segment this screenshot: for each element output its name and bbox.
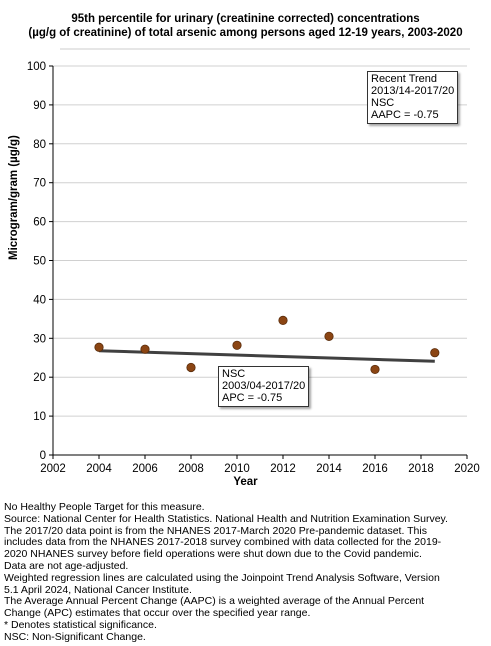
trend-line — [98, 349, 435, 363]
x-tick-label: 2016 — [362, 463, 388, 475]
annotation-line: NSC — [371, 97, 395, 109]
data-point — [232, 340, 242, 350]
footnotes: No Healthy People Target for this measur… — [4, 501, 488, 644]
overall-trend-annotation: NSC 2003/04-2017/20 APC = -0.75 — [218, 366, 310, 407]
y-tick-label: 100 — [27, 61, 46, 73]
recent-trend-annotation: Recent Trend 2013/14-2017/20 NSC AAPC = … — [367, 71, 459, 124]
y-tick-label: 10 — [33, 411, 46, 423]
chart-title: 95th percentile for urinary (creatinine … — [0, 12, 491, 40]
x-tick-label: 2014 — [316, 463, 342, 475]
footnote: * Denotes statistical significance. — [4, 618, 157, 631]
footnote: The 2017/20 data point is from the NHANE… — [4, 524, 427, 537]
footnote: NSC: Non-Significant Change. — [4, 630, 146, 643]
x-tick-label: 2010 — [224, 463, 250, 475]
y-tick-label: 50 — [33, 256, 46, 268]
footnote: includes data from the NHANES 2017-2018 … — [4, 536, 442, 549]
footnote: Source: National Center for Health Stati… — [4, 512, 448, 525]
chart-canvas: 0 10 20 30 40 50 60 70 80 90 100 2002 2004 2006 2008 20… — [27, 48, 480, 475]
footnote: Change (APC) estimates that occur over t… — [4, 607, 311, 620]
annotation-line: NSC — [222, 368, 246, 380]
data-point — [186, 362, 196, 373]
y-tick-label: 40 — [33, 294, 46, 306]
data-point — [94, 342, 104, 352]
y-tick-label: 30 — [33, 333, 46, 345]
footnote: Data are not age-adjusted. — [4, 559, 129, 572]
footnote: The Average Annual Percent Change (AAPC)… — [4, 595, 425, 608]
chart-title-line: 95th percentile for urinary (creatinine … — [71, 13, 420, 25]
x-tick-label: 2012 — [270, 463, 296, 475]
data-point — [140, 344, 150, 354]
data-point — [278, 315, 288, 326]
chart-title-line: (µg/g of creatinine) of total arsenic am… — [28, 27, 463, 39]
annotation-line: 2013/14-2017/20 — [371, 85, 455, 97]
y-axis-label: Microgram/gram (µg/g) — [8, 135, 20, 260]
y-tick-label: 90 — [33, 100, 46, 112]
y-tick-label: 20 — [33, 372, 46, 384]
x-tick-label: 2020 — [454, 463, 480, 475]
annotation-line: 2003/04-2017/20 — [222, 380, 306, 392]
footnote: Weighted regression lines are calculated… — [4, 571, 440, 584]
footnote: 2020 NHANES survey before field operatio… — [4, 548, 422, 561]
x-tick-label: 2002 — [40, 463, 66, 475]
footnote: No Healthy People Target for this measur… — [4, 501, 205, 513]
y-tick-label: 70 — [33, 178, 46, 190]
data-point — [430, 348, 440, 358]
annotation-line: APC = -0.75 — [222, 392, 283, 404]
y-tick-label: 80 — [33, 139, 46, 151]
x-tick-label: 2008 — [178, 463, 204, 475]
y-tick-label: 60 — [33, 217, 46, 229]
data-point — [370, 364, 380, 375]
x-tick-label: 2018 — [408, 463, 434, 475]
x-tick-label: 2004 — [86, 463, 112, 475]
footnote: 5.1 April 2024, National Cancer Institut… — [4, 583, 192, 596]
y-tick-label: 0 — [40, 450, 46, 462]
annotation-line: AAPC = -0.75 — [371, 109, 439, 121]
x-axis-label: Year — [233, 476, 258, 488]
x-tick-label: 2006 — [132, 463, 158, 475]
annotation-line: Recent Trend — [371, 73, 438, 85]
data-point — [324, 331, 334, 341]
